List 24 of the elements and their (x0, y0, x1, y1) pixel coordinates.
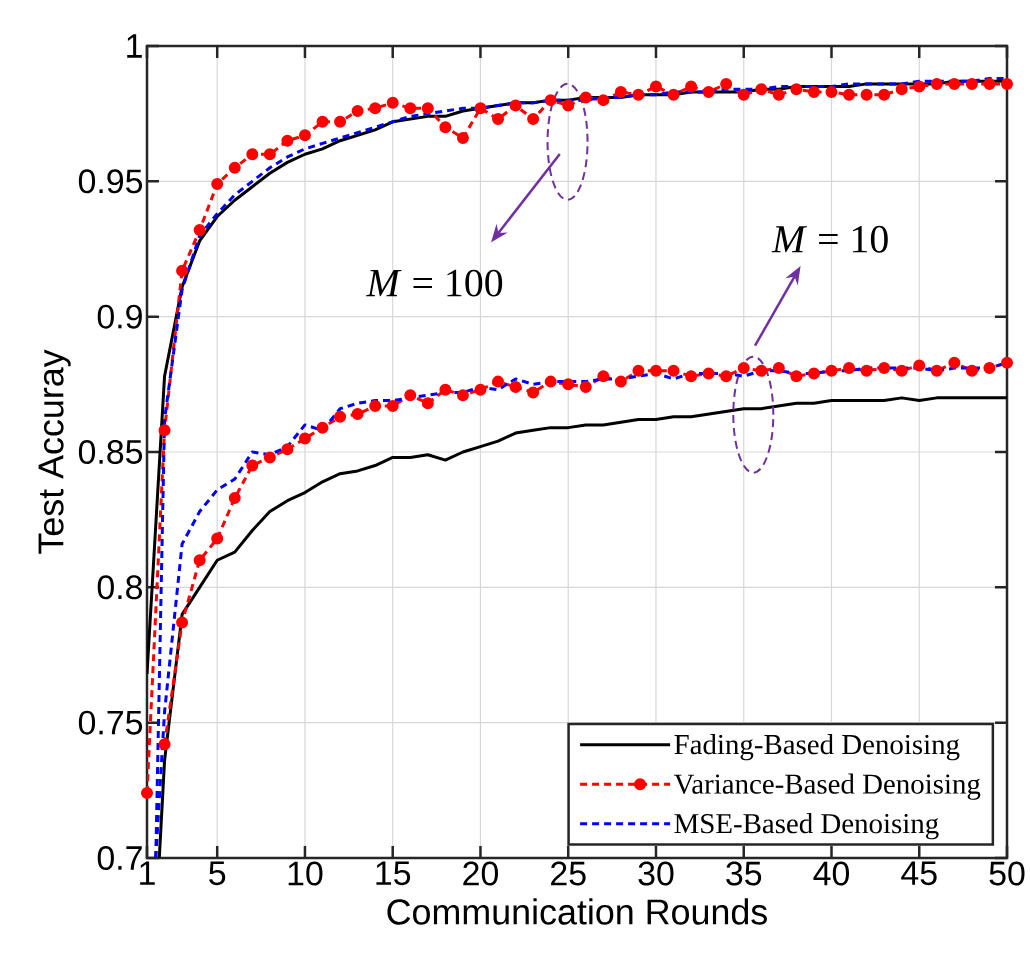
y-tick-label: 0.75 (78, 710, 143, 735)
y-axis-title: Test Accuray (38, 349, 71, 554)
y-tick-label: 0.85 (78, 440, 143, 464)
annotation: M = 10 (771, 225, 888, 253)
x-tick-label: 5 (209, 861, 226, 886)
x-tick-label: 40 (813, 861, 849, 886)
y-tick-label: 0.7 (97, 846, 142, 870)
legend-label: Variance-Based Denoising (673, 773, 981, 800)
y-tick-label: 0.9 (97, 304, 142, 329)
y-tick-label: 1 (127, 34, 142, 58)
legend-label: Fading-Based Denoising (674, 733, 960, 761)
x-tick-label: 10 (288, 861, 323, 886)
x-tick-label: 25 (551, 861, 586, 886)
x-tick-label: 45 (901, 861, 937, 886)
y-tick-label: 0.95 (78, 169, 143, 194)
annotation: M = 100 (366, 269, 503, 297)
legend-label: MSE-Based Denoising (674, 813, 939, 840)
x-axis-title: Communication Rounds (387, 898, 767, 925)
y-tick-label: 0.8 (97, 575, 143, 600)
x-tick-label: 20 (463, 861, 498, 886)
x-tick-label: 35 (726, 861, 762, 886)
x-tick-label: 50 (989, 861, 1025, 886)
x-tick-label: 30 (638, 861, 674, 886)
x-tick-label: 15 (376, 861, 411, 886)
